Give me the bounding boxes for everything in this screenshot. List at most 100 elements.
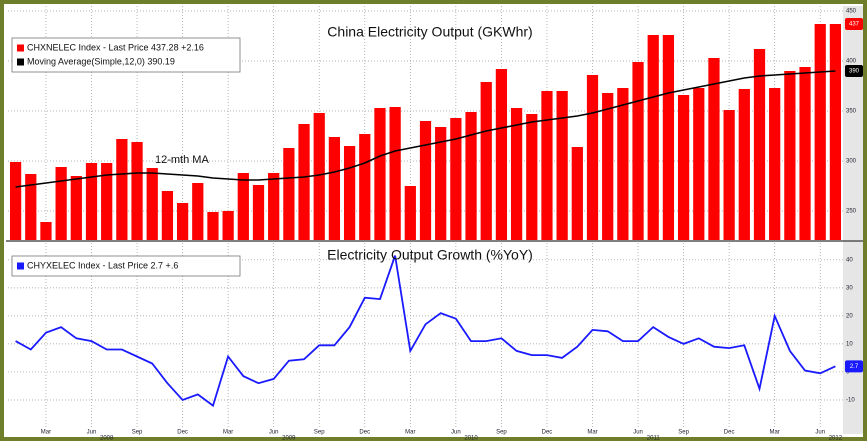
bar	[602, 93, 614, 240]
bar	[146, 168, 158, 240]
bar	[693, 88, 705, 240]
y-tick-label: 450	[846, 9, 857, 15]
bar	[389, 107, 401, 240]
x-tick-label: Sep	[314, 430, 325, 436]
x-group-label: 2012	[829, 436, 843, 441]
legend-swatch	[17, 44, 24, 52]
x-tick-label: Jun	[633, 430, 643, 436]
y-tick-label: 0	[846, 370, 850, 376]
bar	[374, 108, 386, 240]
x-tick-label: Jun	[269, 430, 279, 436]
price-badge-label: 390	[849, 69, 860, 75]
x-tick-label: Dec	[359, 430, 370, 436]
legend-label: CHXNELEC Index - Last Price 437.28 +2.16	[27, 42, 204, 52]
bar	[465, 112, 477, 240]
legend-label: Moving Average(Simple,12,0) 390.19	[27, 56, 175, 66]
bar	[192, 183, 204, 240]
annotation: 12-mth MA	[155, 154, 209, 166]
bar	[101, 163, 113, 240]
bar	[9, 162, 22, 240]
x-tick-label: Dec	[177, 430, 188, 436]
x-tick-label: Sep	[678, 430, 689, 436]
y-tick-label: 300	[846, 159, 857, 165]
bar	[480, 82, 492, 240]
legend-box	[11, 37, 241, 73]
bar	[677, 95, 690, 240]
bar	[176, 203, 189, 240]
x-tick-label: Jun	[815, 430, 825, 436]
bar	[753, 49, 766, 240]
chart-title: China Electricity Output (GKWhr)	[327, 24, 532, 40]
bar	[769, 88, 781, 240]
bar	[70, 176, 82, 240]
x-tick-label: Mar	[405, 430, 415, 436]
bar	[161, 191, 174, 240]
price-badge	[845, 65, 863, 77]
price-badge-label: 437	[849, 22, 860, 28]
y-tick-label: 250	[846, 209, 857, 215]
bar	[298, 124, 310, 240]
x-tick-label: Dec	[724, 430, 735, 436]
bar	[359, 134, 371, 240]
bar	[738, 89, 750, 240]
legend-box	[11, 255, 241, 277]
bar	[25, 174, 37, 240]
y-tick-label: 350	[846, 109, 857, 115]
bar	[784, 71, 796, 240]
bar	[708, 58, 720, 240]
bar	[510, 108, 523, 240]
y-tick-label: 400	[846, 59, 857, 65]
bar	[556, 91, 568, 240]
x-tick-label: Jun	[87, 430, 97, 436]
y-tick-label: -10	[846, 398, 855, 404]
bar	[586, 75, 599, 240]
x-group-label: 2009	[282, 436, 296, 441]
series-line	[15, 70, 836, 188]
x-tick-label: Dec	[542, 430, 553, 436]
price-badge-label: 2.7	[850, 364, 859, 370]
x-group-label: 2008	[100, 436, 114, 441]
price-badge	[845, 360, 863, 373]
y-tick-label: 40	[846, 257, 853, 263]
bar	[237, 173, 249, 240]
bar	[116, 139, 128, 240]
legend-swatch	[17, 58, 24, 66]
bar	[85, 163, 98, 240]
bar	[252, 185, 265, 240]
bar	[799, 67, 811, 240]
x-tick-label: Jun	[451, 430, 461, 436]
series-line	[15, 255, 836, 408]
chart-title: Electricity Output Growth (%YoY)	[327, 247, 533, 263]
x-tick-label: Mar	[223, 430, 233, 436]
bar	[829, 24, 842, 240]
bar	[328, 137, 341, 240]
bar	[268, 173, 280, 240]
bar	[40, 222, 52, 240]
x-group-label: 2010	[464, 436, 478, 441]
bar	[662, 35, 675, 240]
x-tick-label: Mar	[587, 430, 597, 436]
bar	[207, 212, 219, 240]
bar	[283, 148, 295, 240]
bar	[343, 146, 356, 240]
bar	[495, 69, 508, 240]
legend-swatch	[17, 262, 24, 270]
bar	[55, 167, 67, 240]
y-tick-label: 10	[846, 341, 853, 347]
price-badge	[845, 18, 863, 30]
bar	[617, 88, 629, 240]
x-tick-label: Sep	[496, 430, 507, 436]
bar	[541, 91, 553, 240]
bar	[526, 114, 538, 240]
bar	[814, 24, 826, 240]
bar	[313, 113, 325, 240]
bar	[435, 127, 447, 240]
bar	[723, 110, 735, 240]
x-tick-label: Sep	[132, 430, 143, 436]
bar	[647, 35, 659, 240]
y-tick-label: 20	[846, 313, 853, 319]
x-group-label: 2011	[647, 436, 661, 441]
x-tick-label: Mar	[41, 430, 51, 436]
right-axis-strip	[843, 6, 863, 434]
